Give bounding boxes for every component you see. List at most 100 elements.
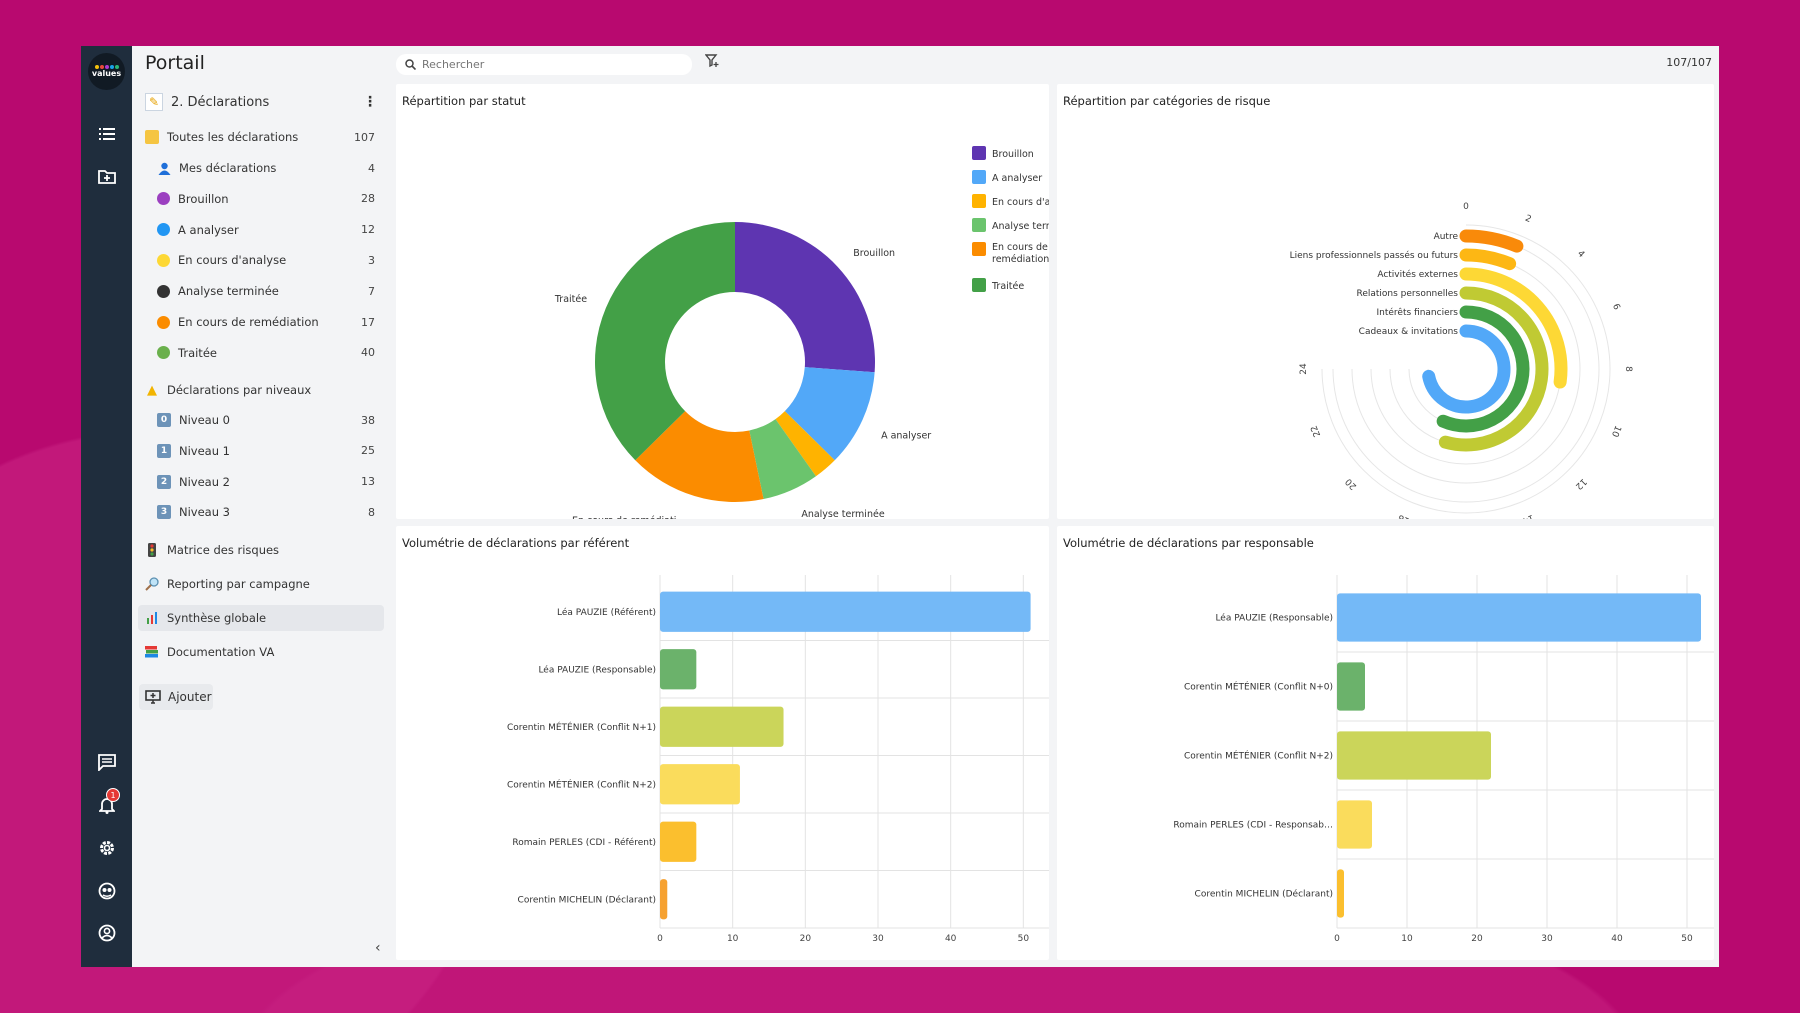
x-tick-label: 20: [1471, 934, 1483, 944]
bar[interactable]: [660, 591, 1031, 632]
search-input[interactable]: [422, 58, 672, 71]
bar[interactable]: [660, 821, 697, 862]
chat-icon[interactable]: [96, 751, 118, 773]
status-dot-icon: [157, 253, 170, 267]
search-icon: [405, 59, 416, 70]
list-icon[interactable]: [96, 123, 118, 145]
search-box[interactable]: [396, 54, 692, 75]
donut-slice[interactable]: [635, 411, 764, 502]
gear-icon[interactable]: [96, 837, 118, 859]
nav-item-count: 17: [361, 315, 375, 329]
category-label: Corentin MICHELIN (Déclarant): [518, 894, 656, 905]
nav-item-all-declarations[interactable]: Toutes les déclarations 107: [138, 124, 384, 150]
logo-text: values: [91, 69, 122, 78]
responsable-chart-card: Volumétrie de déclarations par responsab…: [1057, 526, 1714, 960]
nav-item-label: Matrice des risques: [167, 543, 280, 557]
bar[interactable]: [1337, 731, 1491, 780]
nav-item-label: Toutes les déclarations: [167, 130, 299, 144]
traffic-light-icon: [145, 543, 159, 557]
icon-rail: values 1: [81, 46, 132, 967]
donut-slice[interactable]: [784, 367, 875, 461]
add-button[interactable]: Ajouter: [139, 684, 213, 710]
collapse-sidebar-icon[interactable]: ‹: [375, 940, 381, 956]
nav-item-status[interactable]: En cours d'analyse 3: [138, 247, 384, 273]
radial-bar[interactable]: [1459, 248, 1517, 271]
legend-swatch[interactable]: [972, 242, 986, 256]
nav-link[interactable]: Synthèse globale: [138, 605, 384, 631]
category-label: Corentin MÉTÉNIER (Conflit N+2): [507, 778, 656, 790]
responsable-bar-chart: 0102030405060Léa PAUZIE (Responsable)Cor…: [1173, 575, 1714, 944]
radial-bar[interactable]: [1422, 324, 1511, 414]
card-index-icon: [145, 130, 159, 144]
user-circle-icon[interactable]: [96, 922, 118, 944]
bar[interactable]: [660, 764, 740, 805]
slice-label: Traitée: [554, 294, 587, 305]
nav-item-status[interactable]: Mes déclarations 4: [138, 155, 384, 181]
category-label: Relations personnelles: [1356, 289, 1458, 299]
nav-item-level[interactable]: 2 Niveau 2 13: [138, 469, 384, 495]
radial-bar[interactable]: [1438, 286, 1549, 452]
add-screen-icon: [145, 690, 161, 704]
bar[interactable]: [1337, 869, 1344, 918]
nav-item-count: 8: [368, 505, 375, 519]
nav-item-label: Synthèse globale: [167, 611, 267, 625]
x-tick-label: 50: [1681, 934, 1693, 944]
x-tick-label: 0: [1334, 934, 1340, 944]
bar[interactable]: [1337, 662, 1365, 711]
bar[interactable]: [660, 649, 697, 690]
nav-item-status[interactable]: A analyser 12: [138, 217, 384, 243]
nav-item-status[interactable]: Traitée 40: [138, 340, 384, 366]
notification-badge: 1: [106, 788, 120, 802]
add-filter-icon[interactable]: [704, 54, 719, 72]
nav-item-level[interactable]: 1 Niveau 1 25: [138, 438, 384, 464]
nav-item-label: Documentation VA: [167, 645, 275, 659]
legend-label: En cours de remédiation: [992, 242, 1049, 265]
nav-item-level[interactable]: 3 Niveau 3 8: [138, 499, 384, 525]
nav-item-status[interactable]: En cours de remédiation 17: [138, 309, 384, 335]
radial-bar[interactable]: [1459, 229, 1524, 253]
status-dot-icon: [157, 315, 170, 329]
nav-item-label: Niveau 3: [179, 505, 230, 520]
radial-bar[interactable]: [1436, 305, 1530, 433]
books-icon: [145, 645, 159, 659]
status-dot-icon: [157, 284, 170, 298]
slice-label: Analyse terminée: [801, 509, 884, 519]
folder-plus-icon[interactable]: [96, 165, 118, 187]
angular-tick-label: 2: [1523, 214, 1532, 225]
nav-link[interactable]: Documentation VA: [138, 639, 384, 665]
legend-swatch[interactable]: [972, 194, 986, 208]
nav-item-count: 3: [368, 253, 375, 267]
status-chart-card: Répartition par statut Brouillon A analys…: [396, 84, 1049, 519]
legend-swatch[interactable]: [972, 170, 986, 184]
nav-link[interactable]: Matrice des risques: [138, 537, 384, 563]
referent-bar-chart: 0102030405060Léa PAUZIE (Référent)Léa PA…: [507, 575, 1049, 944]
bar[interactable]: [1337, 800, 1372, 849]
bar[interactable]: [1337, 593, 1701, 642]
values-logo[interactable]: values: [88, 53, 125, 90]
donut-slice[interactable]: [595, 222, 735, 461]
nav-item-label: Reporting par campagne: [167, 577, 310, 591]
nav-item-levels[interactable]: ▲ Déclarations par niveaux: [138, 377, 384, 403]
magnifier-icon: [145, 577, 159, 591]
nav-item-status[interactable]: Analyse terminée 7: [138, 278, 384, 304]
face-icon[interactable]: [96, 880, 118, 902]
bell-icon[interactable]: 1: [96, 788, 120, 816]
referent-chart-card: Volumétrie de déclarations par référent …: [396, 526, 1049, 960]
bar[interactable]: [660, 879, 668, 920]
nav-item-label: Niveau 1: [179, 443, 230, 458]
grid-arc: [1351, 254, 1581, 484]
legend-swatch[interactable]: [972, 278, 986, 292]
legend-swatch[interactable]: [972, 146, 986, 160]
angular-tick-label: 24: [1299, 363, 1309, 375]
legend-swatch[interactable]: [972, 218, 986, 232]
nav-item-status[interactable]: Brouillon 28: [138, 186, 384, 212]
donut-slice[interactable]: [775, 411, 835, 477]
nav-link[interactable]: Reporting par campagne: [138, 571, 384, 597]
more-options-icon[interactable]: ⋮: [363, 94, 377, 110]
radial-bar[interactable]: [1459, 267, 1568, 389]
nav-item-level[interactable]: 0 Niveau 0 38: [138, 407, 384, 433]
bar[interactable]: [660, 706, 784, 747]
nav-item-label: A analyser: [178, 222, 239, 237]
donut-slice[interactable]: [749, 419, 816, 500]
donut-slice[interactable]: [735, 222, 875, 373]
